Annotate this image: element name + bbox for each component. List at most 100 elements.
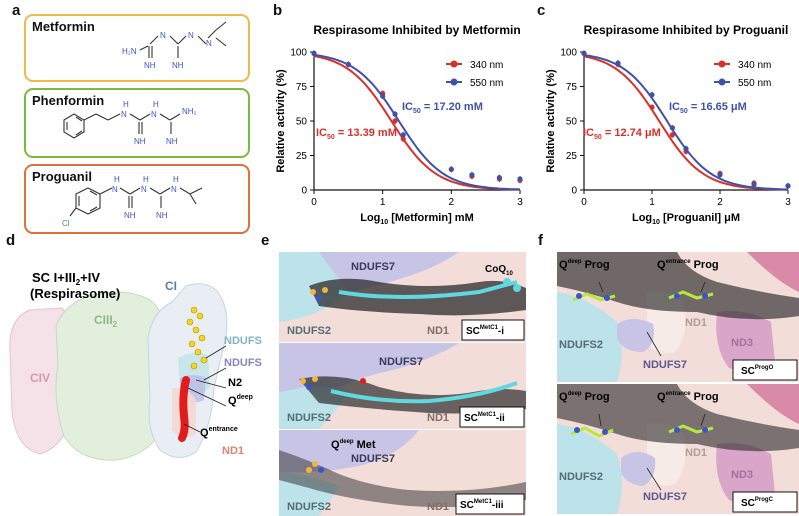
- panel-label-b: b: [273, 2, 283, 19]
- chart-title: Respirasome Inhibited by Metformin: [313, 23, 520, 37]
- chip-nd1: ND1: [685, 317, 707, 329]
- phenformin-structure: N N NH₂ H H NH NH: [63, 100, 197, 146]
- panel-label-e: e: [261, 232, 270, 249]
- panel-label-f: f: [538, 232, 543, 249]
- y-tick-label: 25: [296, 151, 308, 162]
- y-tick-label: 100: [560, 48, 577, 59]
- atom-nh: NH: [134, 137, 146, 146]
- data-point: [311, 50, 317, 56]
- data-point: [751, 181, 757, 188]
- chip-ndufs2: NDUFS2: [287, 412, 331, 424]
- ic50-annotation: IC50 = 16.65 μM: [669, 101, 747, 115]
- atom-h2n: H₂N: [122, 47, 137, 56]
- drug-name: Metformin: [32, 19, 95, 34]
- legend-marker: [718, 60, 726, 68]
- data-point: [496, 174, 502, 181]
- civ-label: CIV: [30, 371, 50, 385]
- proguanil-box: Proguanil N N N H H H NH: [24, 164, 250, 234]
- y-tick-label: 0: [301, 186, 307, 197]
- svg-text:SCProgO: SCProgO: [741, 365, 774, 377]
- chart-title: Respirasome Inhibited by Proguanil: [584, 23, 789, 37]
- data-point: [683, 146, 689, 152]
- data-point: [392, 118, 398, 124]
- x-tick-label: 0: [311, 197, 317, 208]
- nd1-label: ND1: [222, 445, 244, 457]
- atom-nh: NH: [144, 61, 156, 70]
- chip-ndufs7: NDUFS7: [643, 491, 687, 503]
- data-point: [448, 166, 454, 172]
- data-point: [517, 176, 523, 182]
- data-point: [649, 92, 655, 98]
- q-tunnel: [178, 376, 190, 442]
- chip-nd3: ND3: [731, 469, 753, 481]
- y-axis-label: Relative activity (%): [545, 69, 557, 173]
- atom-h: H: [173, 175, 179, 184]
- x-tick-label: 3: [785, 197, 791, 208]
- data-point: [380, 93, 386, 99]
- x-tick-label: 2: [717, 197, 723, 208]
- x-axis-label: Log10 [Proguanil] μM: [632, 212, 740, 226]
- qdeep-label: Q: [228, 395, 237, 407]
- respirasome-model: SC I+III2+IV (Respirasome) CI CIII2 CIV …: [9, 270, 262, 461]
- chip-ndufs2: NDUFS2: [287, 501, 331, 513]
- fes-clusters: [186, 306, 208, 370]
- atom-n: N: [206, 39, 212, 48]
- data-point: [785, 183, 791, 189]
- svg-text:SCProgC: SCProgC: [741, 497, 774, 509]
- series-curve: [313, 55, 521, 191]
- atom-h: H: [153, 100, 159, 109]
- state-tag: SC: [741, 366, 755, 377]
- data-point: [400, 136, 406, 142]
- chip-ndufs7: NDUFS7: [643, 359, 687, 371]
- chip-q: Q: [559, 259, 568, 271]
- atom-nh: NH: [166, 137, 178, 146]
- atom-h: H: [143, 175, 149, 184]
- data-point: [717, 172, 723, 178]
- respirasome-subtitle: (Respirasome): [30, 286, 120, 301]
- chart-metformin: Respirasome Inhibited by Metformin 0 25 50 7…: [275, 23, 523, 226]
- chart-proguanil: Respirasome Inhibited by Proguanil 0 25 50 7…: [545, 23, 791, 226]
- ndufs2-label: NDUFS2: [224, 335, 262, 347]
- respirasome-title: SC I+III: [32, 270, 76, 285]
- atom-cl: Cl: [62, 219, 70, 228]
- panel-label-a: a: [12, 2, 21, 19]
- metformin-structure: H₂N N N N NH NH: [122, 21, 227, 70]
- state-tag: SC: [466, 326, 480, 337]
- y-tick-label: 75: [296, 82, 308, 93]
- svg-text:Qdeep: Qdeep: [228, 394, 253, 407]
- atom-n: N: [188, 31, 194, 40]
- ic50-annotation: IC50 = 12.74 μM: [583, 127, 661, 141]
- svg-text:SCMetC1-i: SCMetC1-i: [466, 325, 504, 337]
- legend-marker: [718, 78, 726, 86]
- data-point: [581, 50, 587, 56]
- series-curve: [583, 54, 789, 191]
- panel-label-d: d: [6, 232, 16, 249]
- legend-label: 340 nm: [738, 60, 771, 71]
- atom-n: N: [112, 185, 118, 194]
- ci-label: CI: [165, 279, 177, 293]
- series-curve: [313, 53, 521, 191]
- x-tick-label: 1: [380, 197, 386, 208]
- atom-n: N: [141, 185, 147, 194]
- metformin-box: Metformin H₂N N N N NH NH: [24, 14, 250, 82]
- chip-ndufs7: NDUFS7: [351, 261, 395, 273]
- x-axis-label: Log10 [Metformin] mM: [360, 212, 474, 226]
- metformin-view-iii: Qdeep Met NDUFS7 NDUFS2 ND1 SCMetC1-iii: [279, 430, 526, 516]
- proguanil-view-o: Qdeep Prog Qentrance Prog ND1 ND3 NDUFS2 N…: [557, 252, 799, 382]
- atom-n: N: [171, 185, 177, 194]
- y-tick-label: 50: [566, 117, 578, 128]
- qentrance-label: Q: [200, 427, 209, 439]
- atom-h: H: [123, 100, 129, 109]
- chip-q: Q: [331, 439, 340, 451]
- data-point: [400, 132, 406, 138]
- x-tick-label: 1: [649, 197, 655, 208]
- data-point: [615, 60, 621, 66]
- y-tick-label: 100: [290, 48, 307, 59]
- atom-nh: NH: [124, 211, 136, 220]
- ic50-annotation: IC50 = 17.20 mM: [402, 101, 483, 115]
- legend-label: 340 nm: [470, 60, 503, 71]
- ciii-label: CIII: [94, 313, 113, 327]
